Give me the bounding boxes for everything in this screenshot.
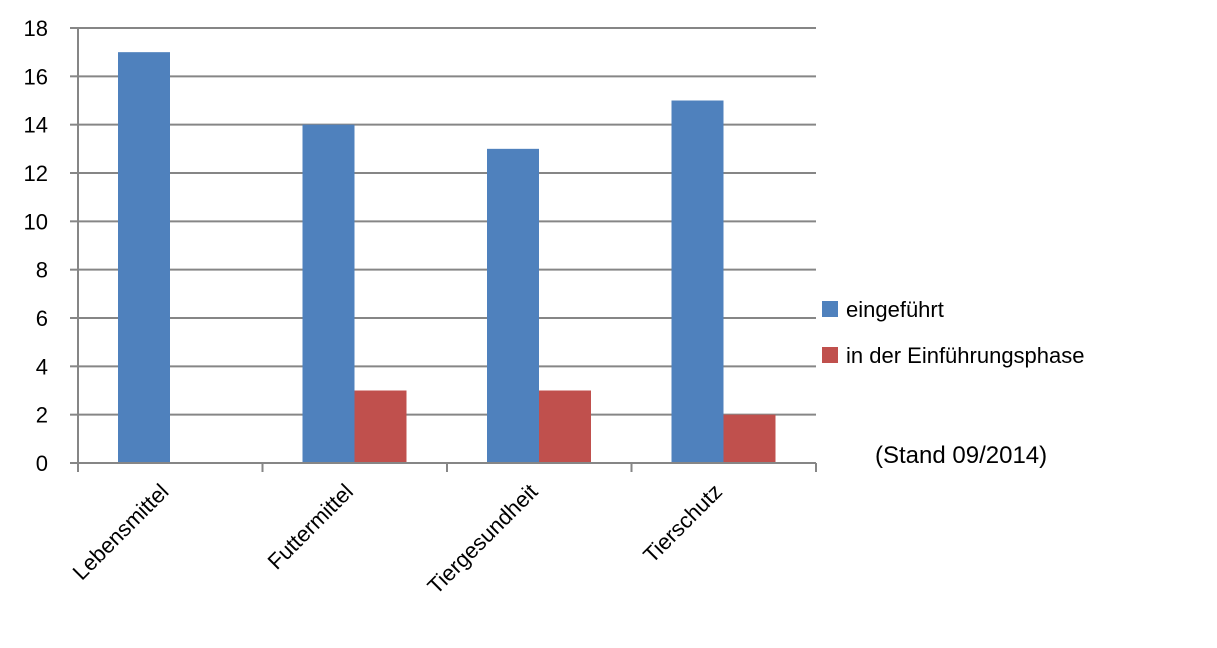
bar-tierschutz-series-2 — [723, 414, 776, 463]
y-tick-label: 12 — [24, 161, 48, 186]
grid — [78, 27, 816, 416]
bar-lebensmittel-series-1 — [118, 52, 170, 464]
y-axis-ticks: 0 2 4 6 8 10 12 14 16 18 — [24, 16, 78, 476]
legend-swatch-1 — [822, 301, 838, 317]
x-category-label: Tierschutz — [638, 479, 727, 568]
y-tick-label: 10 — [24, 209, 48, 234]
y-tick-label: 14 — [24, 113, 48, 138]
legend: eingeführt in der Einführungsphase — [822, 297, 1085, 368]
legend-label-2: in der Einführungsphase — [846, 343, 1085, 368]
bar-tierschutz-series-1 — [671, 100, 724, 463]
y-tick-label: 8 — [36, 258, 48, 283]
legend-label-1: eingeführt — [846, 297, 944, 322]
bar-tiergesundheit-series-1 — [487, 148, 539, 464]
y-tick-label: 18 — [24, 16, 48, 41]
x-axis-ticks: Lebensmittel Futtermittel Tiergesundheit Ti… — [68, 463, 817, 599]
y-tick-label: 2 — [36, 403, 48, 428]
x-category-label: Futtermittel — [263, 479, 358, 574]
bar-tiergesundheit-series-2 — [539, 390, 591, 463]
bars — [118, 52, 776, 464]
x-category-label: Lebensmittel — [68, 479, 174, 585]
y-tick-label: 16 — [24, 64, 48, 89]
chart-note: (Stand 09/2014) — [875, 442, 1047, 469]
y-tick-label: 4 — [36, 354, 48, 379]
x-category-label: Tiergesundheit — [423, 479, 543, 599]
y-tick-label: 0 — [36, 451, 48, 476]
bar-futtermittel-series-1 — [302, 124, 355, 464]
legend-swatch-2 — [822, 347, 838, 363]
bar-futtermittel-series-2 — [354, 390, 407, 463]
y-tick-label: 6 — [36, 306, 48, 331]
